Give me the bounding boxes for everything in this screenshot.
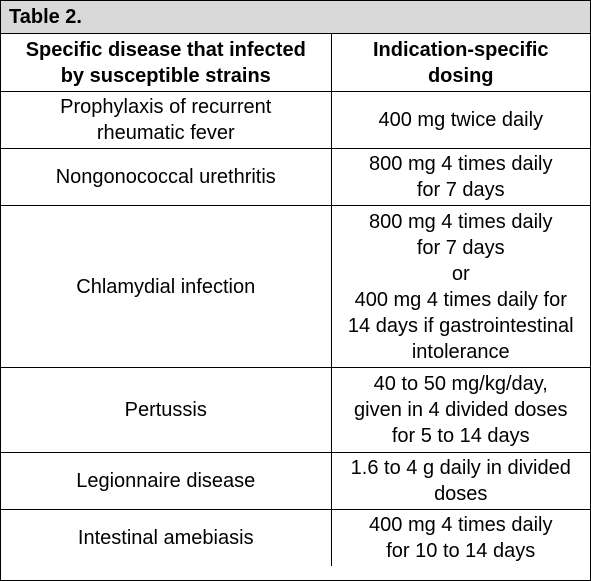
cell-line: 14 days if gastrointestinal — [347, 314, 574, 337]
cell-line: Intestinal amebiasis — [77, 527, 254, 549]
cell-line: Pertussis — [124, 399, 207, 421]
cell-line: intolerance — [411, 340, 510, 363]
cell-disease: Prophylaxis of recurrent rheumatic fever — [0, 91, 332, 149]
header-disease-line-1: Specific disease that infected — [25, 38, 306, 61]
cell-line: 40 to 50 mg/kg/day, — [373, 373, 548, 395]
cell-line: 1.6 to 4 g daily in divided — [350, 457, 571, 479]
cell-line: Nongonococcal urethritis — [55, 166, 276, 188]
cell-line: for 5 to 14 days — [391, 425, 530, 447]
header-dosing-line-2: dosing — [427, 64, 494, 87]
cell-dosing: 40 to 50 mg/kg/day, given in 4 divided d… — [330, 367, 591, 453]
cell-disease: Nongonococcal urethritis — [0, 148, 332, 206]
table-row: Legionnaire disease 1.6 to 4 g daily in … — [0, 452, 591, 510]
table-caption-row: Table 2. — [0, 1, 591, 34]
cell-line: 800 mg 4 times daily — [369, 210, 553, 233]
header-disease-line-2: by susceptible strains — [60, 64, 271, 87]
table-row: Chlamydial infection 800 mg 4 times dail… — [0, 205, 591, 368]
cell-disease: Legionnaire disease — [0, 452, 332, 510]
cell-line: given in 4 divided doses — [354, 399, 568, 421]
cell-disease: Pertussis — [0, 367, 332, 453]
cell-line: rheumatic fever — [96, 122, 235, 144]
cell-line: for 7 days — [416, 236, 505, 259]
cell-line: Legionnaire disease — [76, 470, 256, 492]
header-disease: Specific disease that infected by suscep… — [0, 33, 332, 92]
cell-disease: Chlamydial infection — [0, 205, 332, 368]
cell-line: 400 mg 4 times daily for — [354, 288, 567, 311]
cell-line: doses — [434, 483, 488, 505]
table-row: Prophylaxis of recurrent rheumatic fever… — [0, 91, 591, 149]
cell-dosing: 400 mg twice daily — [330, 91, 591, 149]
table-row: Pertussis 40 to 50 mg/kg/day, given in 4… — [0, 367, 591, 453]
cell-line: Prophylaxis of recurrent — [60, 96, 272, 118]
table-header-row: Specific disease that infected by suscep… — [0, 33, 591, 92]
header-dosing-line-1: Indication-specific — [372, 38, 549, 61]
table-row: Intestinal amebiasis 400 mg 4 times dail… — [0, 509, 591, 567]
dosing-table: Table 2. Specific disease that infected … — [0, 1, 591, 567]
header-dosing: Indication-specific dosing — [330, 33, 591, 92]
cell-line: 400 mg 4 times daily — [369, 514, 553, 536]
cell-disease: Intestinal amebiasis — [0, 509, 332, 567]
cell-line: 400 mg twice daily — [378, 109, 544, 131]
cell-dosing: 800 mg 4 times daily for 7 days or 400 m… — [330, 205, 591, 368]
cell-line: Chlamydial infection — [76, 275, 256, 298]
cell-line: 800 mg 4 times daily — [369, 153, 553, 175]
cell-dosing: 400 mg 4 times daily for 10 to 14 days — [330, 509, 591, 567]
cell-dosing: 1.6 to 4 g daily in divided doses — [330, 452, 591, 510]
cell-line: for 10 to 14 days — [386, 540, 536, 562]
cell-line: or — [451, 262, 470, 285]
table-row: Nongonococcal urethritis 800 mg 4 times … — [0, 148, 591, 206]
cell-dosing: 800 mg 4 times daily for 7 days — [330, 148, 591, 206]
cell-line: for 7 days — [416, 179, 505, 201]
table-caption: Table 2. — [0, 1, 591, 34]
